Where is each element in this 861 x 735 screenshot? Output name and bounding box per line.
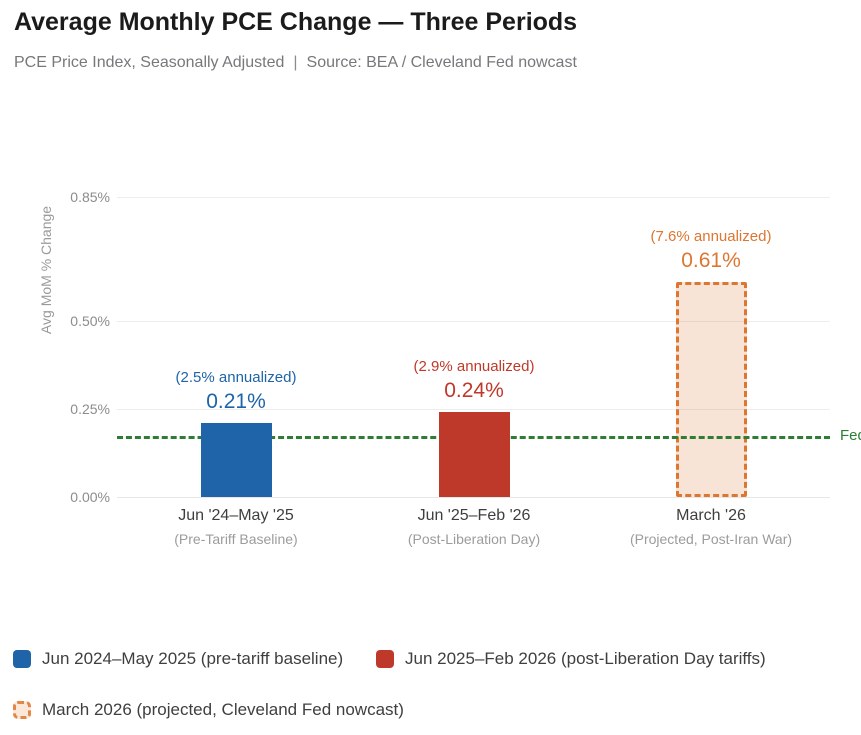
gridline — [117, 320, 830, 322]
gridline — [117, 197, 830, 198]
y-tick-label: 0.00% — [70, 489, 110, 505]
chart-subtitle: PCE Price Index, Seasonally Adjusted | Sou… — [14, 54, 834, 72]
legend-item-projected: March 2026 (projected, Cleveland Fed now… — [13, 700, 404, 720]
legend-item-pre-tariff: Jun 2024–May 2025 (pre-tariff baseline) — [13, 649, 343, 669]
x-category-sublabel: (Projected, Post-Iran War) — [629, 531, 793, 547]
legend-swatch-red-icon — [376, 650, 394, 668]
y-tick-label: 0.85% — [70, 189, 110, 205]
bar-pre-tariff — [200, 422, 272, 497]
gridline — [117, 408, 830, 410]
bar-post-liberation-day — [438, 412, 510, 497]
x-category-sublabel: (Pre-Tariff Baseline) — [174, 531, 298, 547]
x-category-label: March '26 — [676, 507, 746, 524]
legend-label: Jun 2025–Feb 2026 (post-Liberation Day t… — [405, 649, 766, 668]
y-axis-title: Avg MoM % Change — [38, 205, 54, 335]
x-category-label: Jun '24–May '25 — [178, 507, 294, 524]
x-category-sublabel: (Post-Liberation Day) — [407, 531, 541, 547]
bar-value-label: 0.24% — [444, 379, 504, 403]
legend-item-post-liberation-day: Jun 2025–Feb 2026 (post-Liberation Day t… — [376, 649, 766, 669]
x-axis-line — [117, 497, 830, 498]
page-title: Average Monthly PCE Change — Three Perio… — [14, 8, 578, 36]
subtitle-separator: | — [293, 54, 298, 71]
legend-swatch-blue-icon — [13, 650, 31, 668]
legend-label: Jun 2024–May 2025 (pre-tariff baseline) — [42, 649, 344, 668]
y-tick-label: 0.25% — [70, 400, 110, 417]
annualized-annotation: (7.6% annualized) — [650, 227, 772, 245]
subtitle-left: PCE Price Index, Seasonally Adjusted — [14, 54, 285, 71]
legend-swatch-dashed-icon — [13, 701, 31, 719]
bar-projected — [675, 281, 747, 497]
annualized-annotation: (2.9% annualized) — [413, 358, 535, 376]
legend-label: March 2026 (projected, Cleveland Fed now… — [42, 700, 404, 719]
y-tick-label: 0.50% — [70, 312, 110, 329]
bar-value-label: 0.21% — [206, 389, 266, 413]
fed-target-reference-label: Fed — [840, 427, 861, 444]
subtitle-source: Source: BEA / Cleveland Fed nowcast — [306, 54, 577, 71]
annualized-annotation: (2.5% annualized) — [175, 368, 297, 386]
bar-value-label: 0.61% — [681, 248, 741, 272]
x-category-label: Jun '25–Feb '26 — [417, 507, 531, 524]
